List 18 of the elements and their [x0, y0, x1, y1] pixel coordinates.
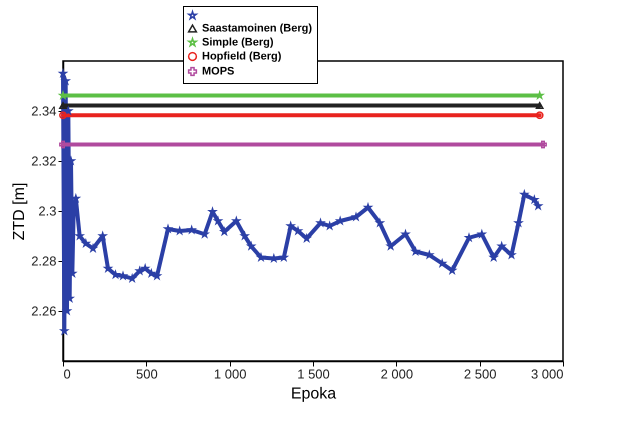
legend-label: Hopfield (Berg) — [202, 50, 282, 62]
y-tick-label: 2.28 — [31, 254, 56, 268]
legend-label: Simple (Berg) — [202, 36, 274, 48]
x-tick-label: 2 500 — [464, 366, 496, 382]
x-tick-label: 1 000 — [214, 366, 246, 382]
x-tick-label: 0 — [64, 366, 71, 382]
x-tick-label: 3 000 — [530, 366, 564, 382]
y-tick-label: 2.3 — [38, 204, 56, 218]
x-tick-label: 2 000 — [380, 366, 414, 382]
x-tick-label: 1 500 — [297, 366, 330, 382]
y-tick-label: 2.34 — [31, 104, 56, 118]
legend-label: Saastamoinen (Berg) — [202, 22, 312, 34]
legend-label: MOPS — [202, 66, 234, 78]
y-axis-title: ZTD [m] — [11, 182, 28, 240]
y-tick-label: 2.32 — [31, 154, 56, 168]
x-tick-label: 500 — [136, 366, 158, 382]
x-axis-title: Epoka — [290, 386, 336, 402]
y-tick-label: 2.26 — [31, 304, 56, 318]
